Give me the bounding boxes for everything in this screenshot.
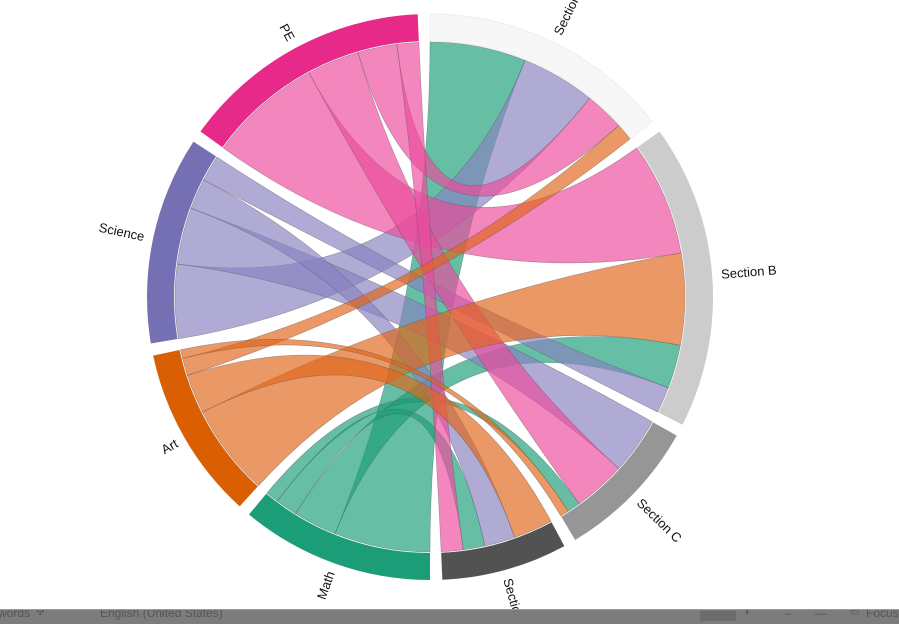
proofing-icon[interactable]: ✣ bbox=[36, 609, 45, 618]
word-count[interactable]: 0 words bbox=[0, 609, 31, 620]
zoom-out-icon[interactable]: – bbox=[785, 609, 792, 620]
view-icon[interactable]: ◐ bbox=[745, 609, 752, 618]
group-arc-art[interactable] bbox=[153, 349, 258, 507]
language-indicator[interactable]: English (United States) bbox=[100, 609, 223, 620]
zoom-slider[interactable]: — bbox=[815, 609, 827, 620]
group-label-section-a: Section A bbox=[551, 0, 589, 38]
group-label-section-b: Section B bbox=[721, 262, 778, 281]
group-label-section-c: Section C bbox=[634, 495, 685, 545]
ribbon-art-section-c[interactable] bbox=[180, 339, 569, 517]
group-label-math: Math bbox=[314, 569, 338, 601]
ribbon-pe-section-d[interactable] bbox=[396, 41, 464, 553]
group-label-science: Science bbox=[97, 220, 145, 244]
group-label-art: Art bbox=[159, 436, 181, 457]
group-arc-pe[interactable] bbox=[200, 14, 419, 148]
ribbon-pe-section-c[interactable] bbox=[308, 52, 620, 505]
ribbon-art-section-a[interactable] bbox=[182, 125, 631, 376]
group-arc-section-c[interactable] bbox=[561, 422, 677, 540]
group-arc-science[interactable] bbox=[147, 141, 217, 344]
status-bar: 0 words ✣ English (United States) ◐ – — … bbox=[0, 609, 899, 624]
group-arcs bbox=[147, 13, 714, 580]
group-arc-section-b[interactable] bbox=[637, 131, 714, 425]
group-arc-section-a[interactable] bbox=[429, 13, 653, 140]
focus-button[interactable]: Focus bbox=[866, 609, 899, 620]
view-button[interactable] bbox=[700, 611, 736, 621]
ribbons bbox=[174, 41, 686, 553]
group-arc-section-d[interactable] bbox=[441, 522, 565, 580]
group-arc-math[interactable] bbox=[248, 493, 430, 580]
group-label-pe: PE bbox=[276, 21, 298, 44]
focus-icon[interactable]: ▭ bbox=[850, 609, 860, 618]
ribbon-art-section-d[interactable] bbox=[186, 354, 552, 538]
